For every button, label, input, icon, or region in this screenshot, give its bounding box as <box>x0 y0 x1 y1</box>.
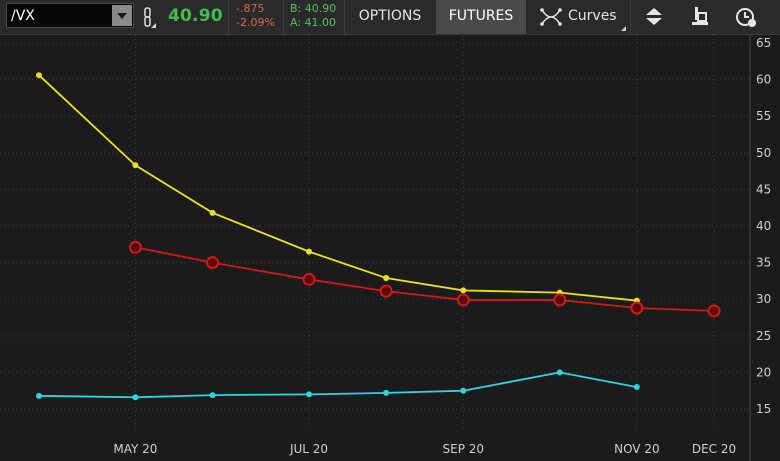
data-point <box>132 162 139 169</box>
series-line-3 <box>38 371 638 399</box>
y-tick-label: 50 <box>756 146 771 160</box>
data-point <box>379 284 393 298</box>
symbol-input[interactable] <box>11 6 111 25</box>
y-tick-label: 60 <box>756 73 771 87</box>
grid-lines <box>0 35 750 430</box>
percent-change: -2.09% <box>236 16 275 29</box>
y-tick-label: 45 <box>756 182 771 196</box>
y-tick-label: 40 <box>756 219 771 233</box>
data-point <box>630 301 644 315</box>
chevron-down-icon <box>117 12 127 19</box>
y-tick-label: 25 <box>756 329 771 343</box>
price-change: -.875 -2.09% <box>236 2 275 30</box>
data-point <box>306 391 312 398</box>
clock-settings-icon[interactable] <box>733 4 759 30</box>
pin-icon[interactable] <box>688 4 714 30</box>
divider <box>283 0 284 34</box>
x-axis: MAY 20 JUL 20 SEP 20 NOV 20 DEC 20 <box>113 442 736 456</box>
options-button[interactable]: OPTIONS <box>358 8 422 24</box>
data-point <box>460 287 467 294</box>
symbol-selector[interactable] <box>6 3 134 28</box>
data-point <box>383 389 390 396</box>
toolbar: 40.90 -.875 -2.09% B: 40.90 A: 41.00 OPT… <box>0 0 780 35</box>
y-tick-label: 35 <box>756 256 771 270</box>
bid-ask: B: 40.90 A: 41.00 <box>290 2 336 30</box>
data-point <box>209 392 216 399</box>
y-tick-label: 20 <box>756 365 771 379</box>
x-tick-label: MAY 20 <box>113 442 157 456</box>
data-point <box>209 209 216 216</box>
link-chain-icon[interactable] <box>140 6 158 30</box>
divider <box>228 0 229 34</box>
data-point <box>460 387 467 394</box>
series-line-2 <box>135 246 715 312</box>
data-point <box>128 240 142 254</box>
last-price: 40.90 <box>168 6 223 26</box>
x-tick-label: NOV 20 <box>614 442 660 456</box>
futures-button[interactable]: FUTURES <box>436 0 526 34</box>
data-point <box>36 392 42 399</box>
x-tick-label: SEP 20 <box>443 442 485 456</box>
sort-arrows-icon[interactable] <box>641 4 667 30</box>
curves-button[interactable]: Curves <box>530 0 628 34</box>
data-point <box>132 394 139 401</box>
x-tick-label: DEC 20 <box>692 442 736 456</box>
net-change: -.875 <box>236 2 265 15</box>
y-axis: 15 20 25 30 35 40 45 50 55 60 65 <box>756 36 771 416</box>
y-tick-label: 30 <box>756 292 771 306</box>
data-point <box>206 256 220 270</box>
symbol-dropdown-button[interactable] <box>112 5 132 26</box>
data-point <box>456 293 470 307</box>
divider <box>630 0 631 34</box>
data-point <box>383 274 390 281</box>
series-layer <box>36 72 721 401</box>
data-point <box>556 369 563 376</box>
curves-label: Curves <box>568 8 617 24</box>
y-tick-label: 65 <box>756 36 771 50</box>
data-point <box>36 72 42 79</box>
chart-svg: 15 20 25 30 35 40 45 50 55 60 65 MAY 20 JUL 20 SEP 2… <box>0 35 771 461</box>
x-tick-label: JUL 20 <box>289 442 328 456</box>
divider <box>344 0 345 34</box>
data-point <box>302 272 316 286</box>
dropdown-corner-icon <box>621 26 626 31</box>
data-point <box>306 248 312 255</box>
curves-icon <box>540 8 562 26</box>
y-tick-label: 15 <box>756 402 771 416</box>
series-line-1 <box>38 74 637 302</box>
data-point <box>553 293 567 307</box>
data-point <box>707 304 721 318</box>
bid-price: B: 40.90 <box>290 2 337 15</box>
data-point <box>633 384 640 391</box>
y-tick-label: 55 <box>756 109 771 123</box>
ask-price: A: 41.00 <box>290 16 337 29</box>
futures-curve-chart[interactable]: 15 20 25 30 35 40 45 50 55 60 65 MAY 20 JUL 20 SEP 2… <box>0 35 780 461</box>
